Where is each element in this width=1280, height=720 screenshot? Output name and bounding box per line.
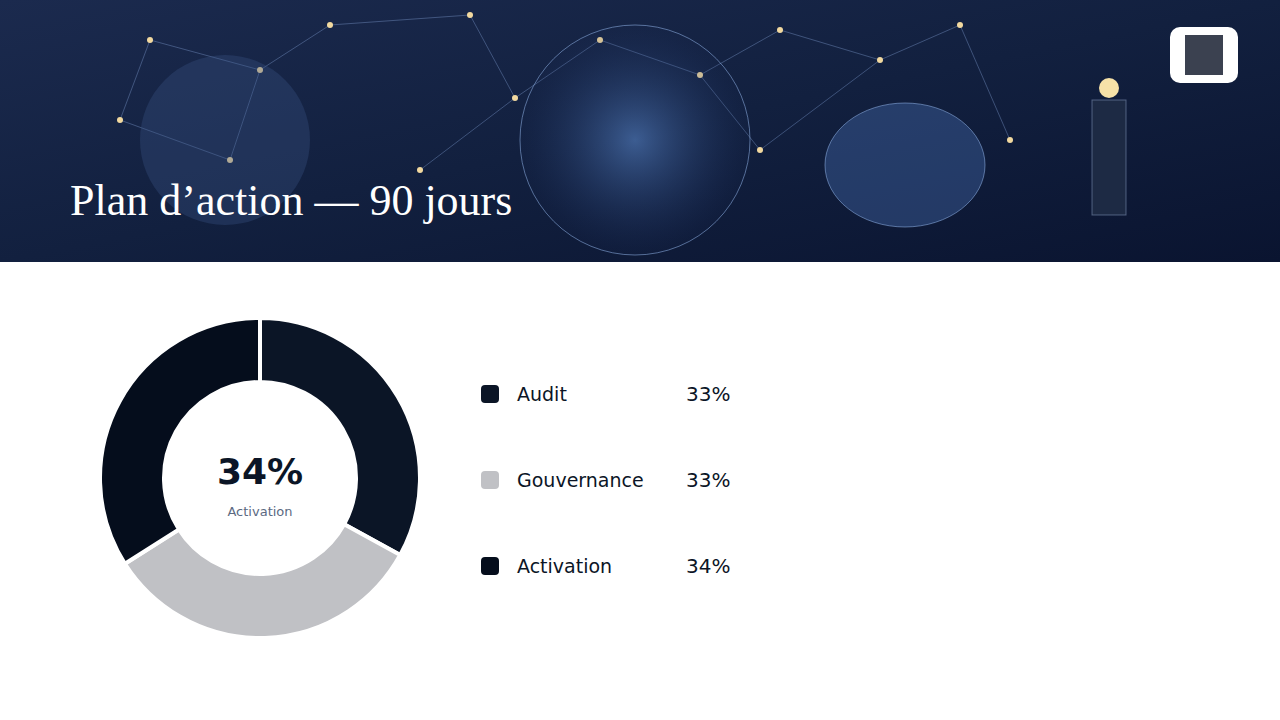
network-node xyxy=(117,117,123,123)
slice xyxy=(125,524,400,638)
network-node xyxy=(147,37,153,43)
network-node xyxy=(417,167,423,173)
lighthouse xyxy=(1092,100,1126,215)
legend: Audit 33% Gouvernance 33% Activation 34% xyxy=(481,382,730,578)
network-node xyxy=(467,12,473,18)
network-line xyxy=(420,98,515,170)
logo xyxy=(1185,35,1223,75)
network-line xyxy=(470,15,515,98)
center-label: Activation xyxy=(227,504,292,519)
donut xyxy=(100,318,420,638)
slice xyxy=(260,318,420,555)
network-node xyxy=(327,22,333,28)
network-node xyxy=(1007,137,1013,143)
network-line xyxy=(960,25,1010,140)
page: Plan d’action — 90 jours34%ActivationAud… xyxy=(0,0,1280,720)
center-value: 34% xyxy=(217,451,303,492)
network-line xyxy=(780,30,880,60)
legend-value: 33% xyxy=(686,468,730,492)
network-line xyxy=(880,25,960,60)
network-node xyxy=(512,95,518,101)
legend-value: 33% xyxy=(686,382,730,406)
legend-label: Activation xyxy=(517,555,612,577)
network-node xyxy=(777,27,783,33)
lighthouse-light xyxy=(1099,78,1119,98)
banner-background xyxy=(0,0,1280,262)
sphere xyxy=(520,25,750,255)
network-node xyxy=(957,22,963,28)
network-node xyxy=(757,147,763,153)
brain xyxy=(825,103,985,227)
network-node xyxy=(877,57,883,63)
title: Plan d’action — 90 jours xyxy=(70,176,512,225)
network-line xyxy=(120,40,150,120)
legend-label: Gouvernance xyxy=(517,469,644,491)
legend-label: Audit xyxy=(517,383,567,405)
legend-value: 34% xyxy=(686,554,730,578)
network-line xyxy=(260,25,330,70)
legend-swatch xyxy=(481,385,499,403)
network-line xyxy=(330,15,470,25)
legend-swatch xyxy=(481,557,499,575)
logo-frame xyxy=(1170,27,1238,83)
slice xyxy=(100,318,260,564)
banner xyxy=(0,0,1280,262)
legend-swatch xyxy=(481,471,499,489)
